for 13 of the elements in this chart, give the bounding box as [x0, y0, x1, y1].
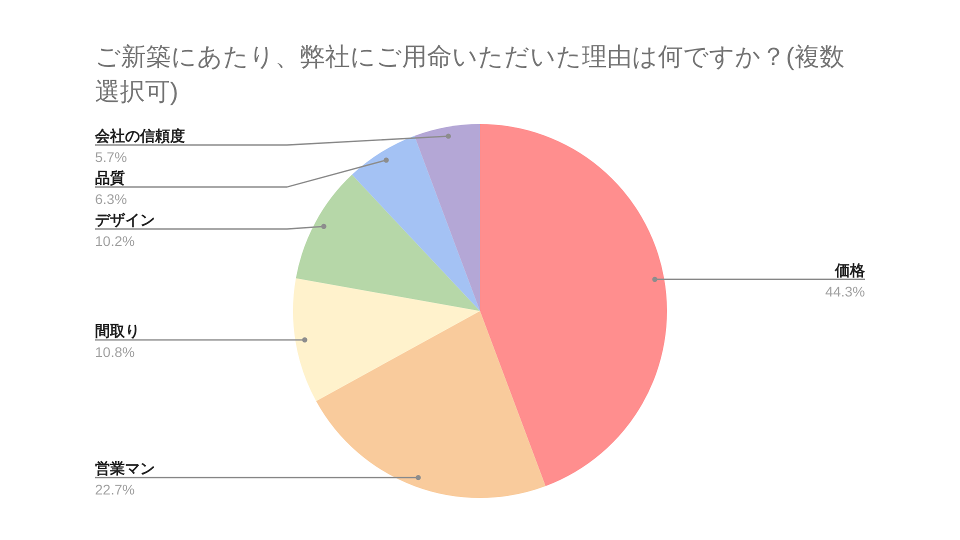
data-label: 10.8% [95, 344, 135, 360]
data-label: 6.3% [95, 191, 127, 207]
data-label: 5.7% [95, 149, 127, 165]
slice-label: デザイン [95, 212, 155, 229]
data-label: 22.7% [95, 482, 135, 498]
slice-label: 品質 [95, 169, 125, 187]
slice-label: 会社の信頼度 [94, 127, 185, 145]
chart-title: ご新築にあたり、弊社にご用命いただいた理由は何ですか？(複数選択可) [95, 42, 846, 108]
slice-label: 営業マン [95, 460, 155, 478]
slice-label: 価格 [834, 262, 866, 280]
data-label: 44.3% [825, 283, 865, 300]
data-label: 10.2% [95, 233, 135, 249]
slice-label: 間取り [95, 322, 140, 340]
